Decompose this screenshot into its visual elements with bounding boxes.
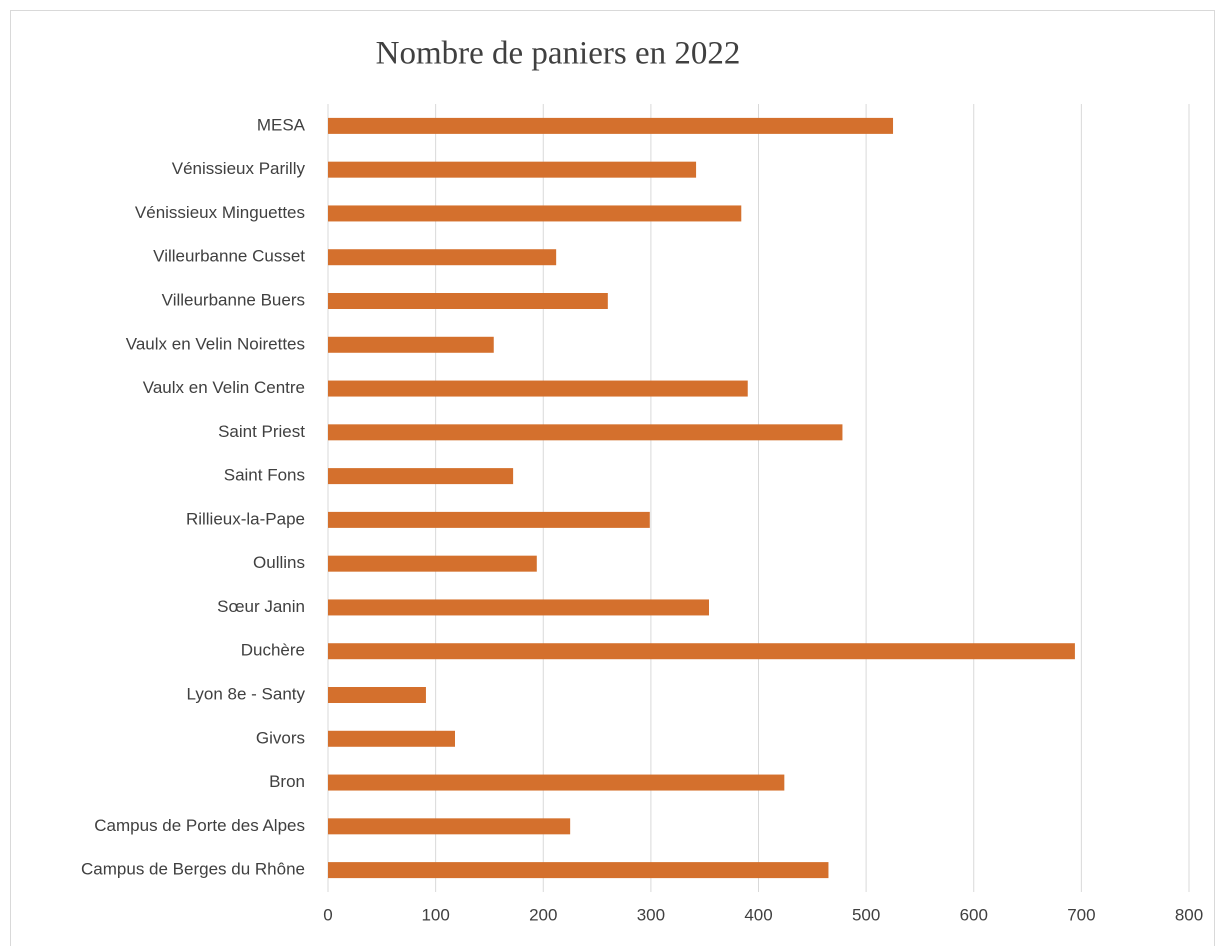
y-tick-label: Campus de Berges du Rhône xyxy=(81,860,305,879)
x-tick-label: 400 xyxy=(744,905,772,924)
y-tick-label: Givors xyxy=(256,728,305,747)
x-tick-label: 100 xyxy=(421,905,449,924)
bar xyxy=(328,161,697,178)
x-tick-label: 0 xyxy=(323,905,332,924)
bar xyxy=(328,249,557,266)
bar xyxy=(328,818,571,835)
y-tick-label: Rillieux-la-Pape xyxy=(186,509,305,528)
y-tick-label: Campus de Porte des Alpes xyxy=(94,816,305,835)
chart-frame xyxy=(10,10,1215,946)
y-tick-label: Villeurbanne Cusset xyxy=(153,247,305,266)
y-tick-label: Saint Priest xyxy=(218,422,305,441)
x-tick-label: 200 xyxy=(529,905,557,924)
bar xyxy=(328,555,537,572)
y-tick-label: Vénissieux Parilly xyxy=(172,159,306,178)
y-tick-label: Oullins xyxy=(253,553,305,572)
y-tick-label: Sœur Janin xyxy=(217,597,305,616)
bar xyxy=(328,380,748,397)
y-tick-label: Duchère xyxy=(241,641,305,660)
x-tick-label: 300 xyxy=(637,905,665,924)
bar xyxy=(328,468,514,485)
x-tick-label: 500 xyxy=(852,905,880,924)
bar xyxy=(328,730,455,747)
x-tick-label: 600 xyxy=(960,905,988,924)
bar xyxy=(328,687,426,703)
bar xyxy=(328,774,785,791)
bar xyxy=(328,643,1075,660)
y-tick-label: Villeurbanne Buers xyxy=(162,290,305,309)
y-tick-label: MESA xyxy=(257,115,306,134)
x-tick-label: 800 xyxy=(1175,905,1203,924)
bar xyxy=(328,205,742,222)
y-tick-label: Vénissieux Minguettes xyxy=(135,203,305,222)
bar xyxy=(328,117,894,134)
bar xyxy=(328,511,650,528)
x-tick-label: 700 xyxy=(1067,905,1095,924)
chart-title: Nombre de paniers en 2022 xyxy=(376,36,741,72)
bar xyxy=(328,599,709,616)
y-tick-label: Vaulx en Velin Centre xyxy=(143,378,305,397)
bar xyxy=(328,336,494,353)
y-tick-label: Vaulx en Velin Noirettes xyxy=(126,334,305,353)
bar xyxy=(328,862,829,879)
y-tick-label: Lyon 8e - Santy xyxy=(187,684,306,703)
bar xyxy=(328,293,608,309)
bar xyxy=(328,424,843,441)
y-tick-label: Saint Fons xyxy=(224,466,305,485)
y-tick-label: Bron xyxy=(269,772,305,791)
